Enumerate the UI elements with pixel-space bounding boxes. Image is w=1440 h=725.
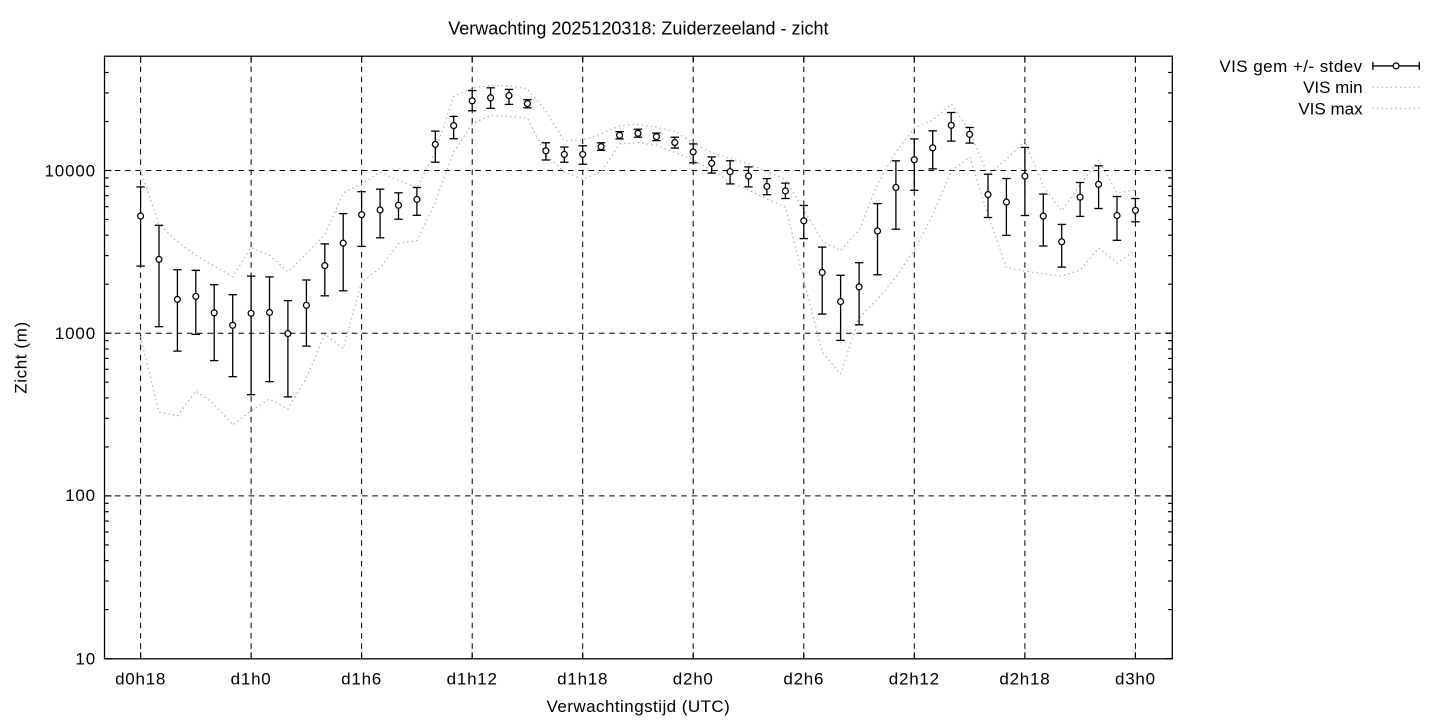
- svg-text:Zicht (m): Zicht (m): [12, 321, 31, 393]
- svg-text:d0h18: d0h18: [115, 670, 166, 689]
- svg-text:VIS min: VIS min: [1303, 78, 1363, 97]
- svg-text:1000: 1000: [55, 324, 96, 343]
- svg-text:d1h12: d1h12: [447, 670, 498, 689]
- svg-text:d1h0: d1h0: [231, 670, 272, 689]
- svg-text:VIS gem +/- stdev: VIS gem +/- stdev: [1219, 57, 1362, 76]
- svg-text:d1h18: d1h18: [557, 670, 608, 689]
- svg-text:d3h0: d3h0: [1115, 670, 1156, 689]
- svg-text:Verwachtingstijd (UTC): Verwachtingstijd (UTC): [547, 697, 731, 716]
- svg-text:10000: 10000: [44, 162, 96, 181]
- svg-text:d2h6: d2h6: [783, 670, 824, 689]
- svg-text:d2h0: d2h0: [673, 670, 714, 689]
- svg-text:d1h6: d1h6: [341, 670, 382, 689]
- svg-text:10: 10: [75, 650, 96, 669]
- svg-text:Verwachting 2025120318: Zuider: Verwachting 2025120318: Zuiderzeeland - …: [448, 19, 828, 39]
- svg-text:100: 100: [65, 486, 96, 505]
- svg-text:d2h12: d2h12: [889, 670, 940, 689]
- svg-text:VIS max: VIS max: [1298, 99, 1363, 118]
- svg-text:d2h18: d2h18: [999, 670, 1050, 689]
